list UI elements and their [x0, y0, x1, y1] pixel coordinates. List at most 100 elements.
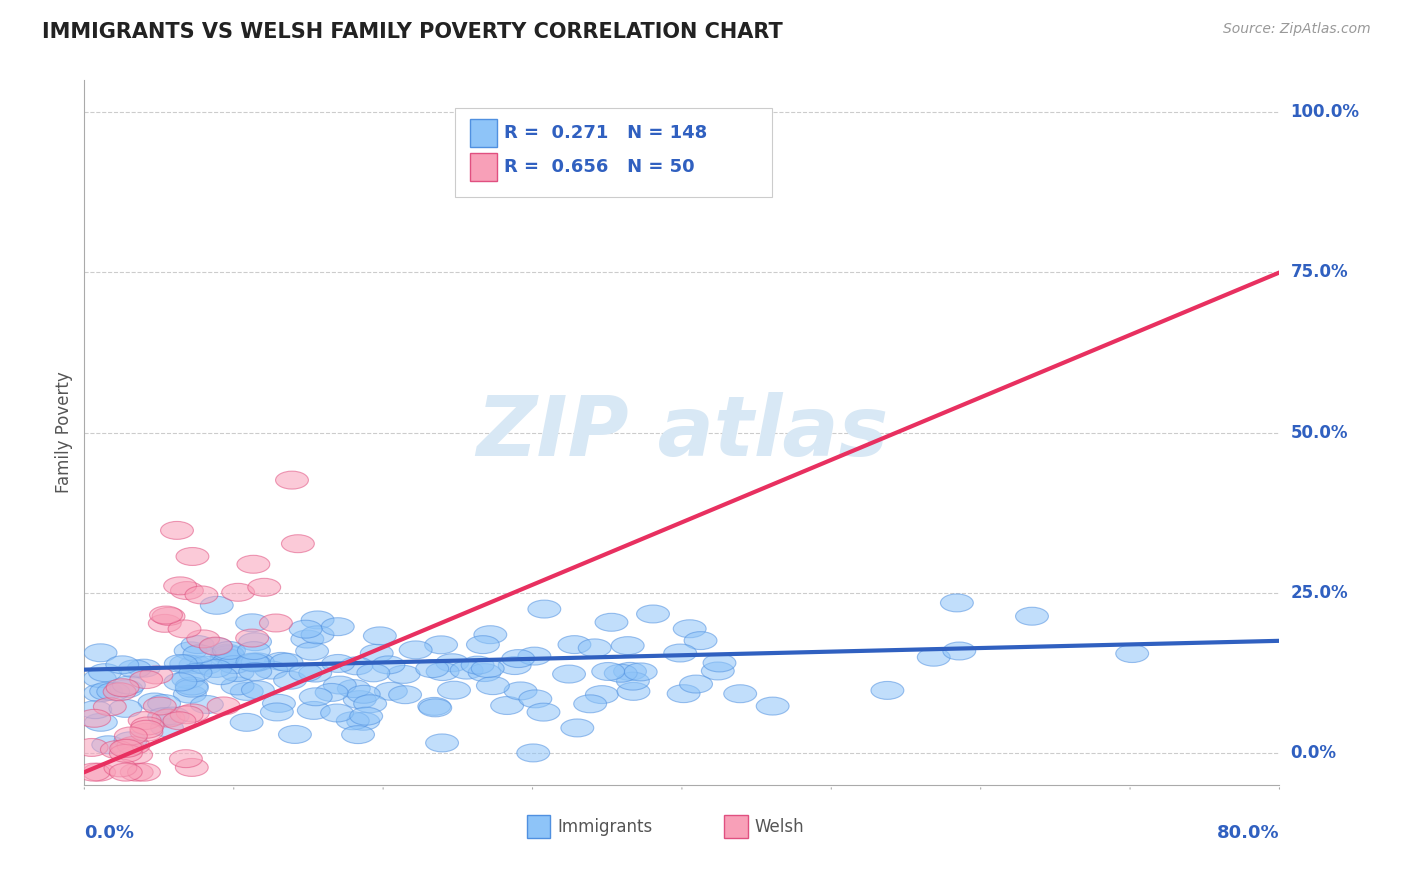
Ellipse shape [120, 746, 152, 764]
Ellipse shape [290, 620, 322, 638]
Ellipse shape [148, 695, 180, 713]
Ellipse shape [176, 758, 208, 776]
Text: 0.0%: 0.0% [1291, 744, 1337, 762]
Text: 25.0%: 25.0% [1291, 583, 1348, 602]
Ellipse shape [426, 663, 458, 681]
Ellipse shape [315, 683, 349, 701]
Ellipse shape [236, 629, 269, 647]
Text: Immigrants: Immigrants [558, 818, 652, 836]
Text: Welsh: Welsh [755, 818, 804, 836]
Ellipse shape [461, 657, 494, 674]
Ellipse shape [176, 679, 208, 698]
Ellipse shape [673, 620, 706, 638]
Text: 50.0%: 50.0% [1291, 424, 1348, 442]
Ellipse shape [198, 659, 232, 678]
Ellipse shape [236, 614, 269, 632]
Ellipse shape [75, 739, 108, 756]
Ellipse shape [165, 655, 197, 673]
Ellipse shape [270, 653, 302, 671]
Ellipse shape [200, 597, 233, 615]
Text: 100.0%: 100.0% [1291, 103, 1360, 121]
Ellipse shape [664, 644, 696, 662]
Ellipse shape [242, 653, 274, 671]
Ellipse shape [416, 660, 449, 678]
Ellipse shape [437, 681, 471, 699]
Ellipse shape [152, 709, 184, 727]
Ellipse shape [337, 680, 370, 698]
Text: 75.0%: 75.0% [1291, 263, 1348, 282]
Ellipse shape [354, 695, 387, 713]
Ellipse shape [114, 731, 148, 750]
Ellipse shape [149, 606, 183, 624]
Ellipse shape [170, 582, 204, 599]
Ellipse shape [91, 736, 125, 754]
Ellipse shape [679, 675, 713, 693]
Ellipse shape [110, 764, 142, 781]
Ellipse shape [436, 654, 468, 672]
Ellipse shape [343, 690, 377, 708]
Ellipse shape [143, 697, 176, 715]
Ellipse shape [1015, 607, 1049, 625]
Ellipse shape [595, 614, 628, 632]
Ellipse shape [190, 657, 222, 674]
Ellipse shape [89, 664, 121, 681]
Ellipse shape [517, 647, 551, 665]
Ellipse shape [204, 666, 238, 685]
Ellipse shape [450, 661, 484, 679]
Ellipse shape [373, 656, 405, 673]
Ellipse shape [156, 707, 190, 725]
Ellipse shape [200, 637, 232, 655]
Ellipse shape [425, 636, 457, 654]
Ellipse shape [527, 600, 561, 618]
Ellipse shape [592, 663, 624, 681]
Ellipse shape [104, 759, 136, 777]
Ellipse shape [79, 701, 111, 719]
Ellipse shape [238, 556, 270, 574]
Ellipse shape [110, 680, 142, 698]
Ellipse shape [209, 648, 243, 666]
Ellipse shape [347, 685, 380, 703]
Ellipse shape [941, 594, 973, 612]
FancyBboxPatch shape [456, 109, 772, 196]
Ellipse shape [148, 707, 180, 726]
Ellipse shape [176, 677, 208, 695]
FancyBboxPatch shape [471, 119, 496, 147]
Ellipse shape [360, 644, 394, 662]
Ellipse shape [426, 734, 458, 752]
Ellipse shape [477, 677, 509, 695]
Ellipse shape [264, 652, 298, 670]
Ellipse shape [165, 673, 197, 691]
Ellipse shape [613, 663, 647, 681]
Ellipse shape [943, 642, 976, 660]
Ellipse shape [617, 682, 650, 700]
Ellipse shape [239, 632, 271, 650]
Ellipse shape [83, 670, 117, 688]
Ellipse shape [247, 578, 281, 596]
Ellipse shape [703, 654, 735, 672]
Ellipse shape [668, 685, 700, 703]
Ellipse shape [207, 697, 240, 714]
Ellipse shape [110, 745, 142, 763]
Ellipse shape [200, 638, 232, 656]
Ellipse shape [301, 626, 335, 644]
Ellipse shape [128, 764, 160, 781]
Ellipse shape [242, 681, 274, 698]
Ellipse shape [505, 681, 537, 700]
Ellipse shape [685, 632, 717, 649]
Ellipse shape [870, 681, 904, 699]
Ellipse shape [637, 605, 669, 623]
Ellipse shape [357, 664, 389, 681]
Ellipse shape [260, 614, 292, 632]
Ellipse shape [388, 686, 422, 704]
Ellipse shape [299, 688, 332, 706]
Ellipse shape [387, 665, 420, 683]
Ellipse shape [111, 739, 145, 756]
Ellipse shape [107, 679, 139, 697]
Ellipse shape [105, 656, 139, 673]
Ellipse shape [174, 642, 207, 660]
Ellipse shape [321, 704, 353, 722]
Ellipse shape [419, 698, 451, 717]
Ellipse shape [231, 682, 263, 700]
Ellipse shape [578, 639, 612, 657]
Ellipse shape [110, 739, 142, 757]
